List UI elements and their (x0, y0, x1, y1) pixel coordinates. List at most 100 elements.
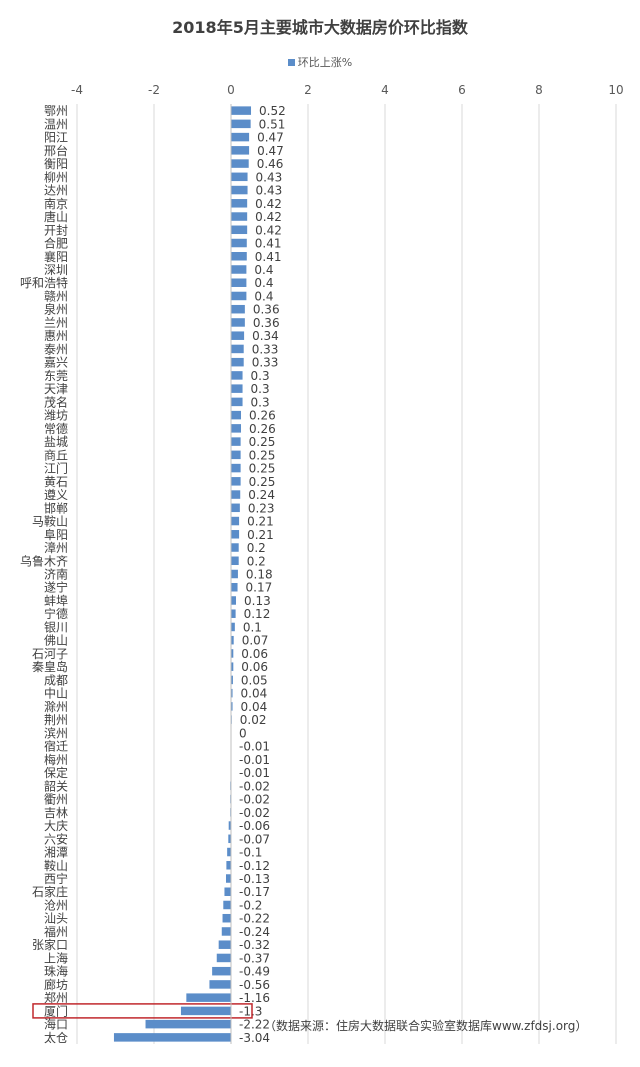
data-label: 0.17 (246, 581, 273, 595)
data-label: 0.21 (247, 528, 274, 542)
bar (231, 265, 247, 274)
category-label: 嘉兴 (44, 356, 68, 370)
category-label: 盐城 (44, 435, 68, 449)
bar (231, 543, 239, 552)
data-label: 0.2 (247, 541, 266, 555)
category-label: 太仓 (44, 1030, 68, 1045)
data-label: -0.13 (239, 872, 270, 886)
category-label: 吉林 (44, 806, 68, 820)
category-label: 黄石 (44, 475, 68, 489)
category-label: 阜阳 (44, 528, 68, 542)
category-label: 梅州 (44, 752, 68, 767)
bar (231, 530, 240, 539)
bar (231, 172, 248, 182)
category-label: 潍坊 (44, 408, 68, 423)
data-label: -0.2 (239, 898, 262, 912)
category-label: 衢州 (44, 793, 68, 807)
category-label: 邢台 (44, 143, 68, 158)
bar (231, 146, 250, 155)
data-label: 0.41 (255, 237, 282, 251)
bar (231, 212, 248, 221)
bar (228, 821, 231, 830)
x-tick-label: -4 (71, 83, 83, 97)
data-label: 0.43 (256, 170, 283, 184)
bar (231, 252, 247, 261)
category-label: 商丘 (44, 447, 68, 462)
x-tick-label: 0 (227, 83, 235, 97)
data-label: -0.17 (239, 885, 270, 899)
data-label: -0.22 (239, 912, 270, 926)
bar (231, 635, 234, 645)
category-label: 蚌埠 (44, 594, 68, 608)
category-label: 达州 (44, 184, 68, 198)
bar (231, 702, 233, 711)
data-label: 0.47 (257, 131, 284, 145)
bar (231, 688, 233, 698)
legend-swatch (287, 59, 295, 66)
data-label: -0.01 (239, 766, 270, 780)
category-label: 福州 (44, 924, 68, 939)
data-label: -3.04 (239, 1031, 270, 1045)
category-label: 常德 (44, 421, 68, 436)
bar (231, 185, 248, 195)
x-tick-label: 4 (381, 83, 389, 97)
bar (218, 940, 231, 949)
category-label: 廊坊 (44, 977, 68, 992)
bar (231, 291, 247, 301)
category-label: 东莞 (44, 369, 68, 383)
data-label: 0.33 (252, 356, 279, 370)
category-label: 泉州 (44, 303, 68, 317)
bar (224, 887, 231, 896)
bar (222, 913, 231, 923)
data-label: 0.3 (251, 369, 270, 383)
category-label: 汕头 (44, 912, 68, 926)
data-label: 0.07 (242, 634, 269, 648)
data-label: 0.21 (247, 515, 274, 529)
category-label: 宁德 (44, 606, 68, 621)
data-label: 0.23 (248, 501, 275, 515)
data-label: 0.41 (255, 250, 282, 264)
data-label: 0.34 (252, 329, 279, 343)
data-label: 0.2 (247, 554, 266, 568)
data-label: 0.06 (241, 647, 268, 661)
bar (209, 980, 231, 989)
bar (231, 477, 241, 486)
bar (231, 119, 251, 129)
data-label: -2.22 (239, 1018, 270, 1032)
bar (186, 993, 231, 1002)
data-label: -0.02 (239, 806, 270, 820)
category-label: 银川 (44, 620, 68, 634)
bar (231, 556, 239, 566)
data-label: 0.4 (254, 276, 273, 290)
bar (231, 371, 243, 380)
bar (231, 318, 245, 327)
category-label: 沧州 (44, 897, 68, 912)
bar (231, 225, 248, 235)
category-label: 南京 (44, 196, 68, 211)
category-label: 温州 (44, 117, 68, 131)
bar (231, 450, 241, 460)
bar (180, 1006, 231, 1016)
data-label: -0.12 (239, 859, 270, 873)
legend-label: 环比上涨% (297, 56, 353, 69)
category-label: 秦皇岛 (32, 659, 68, 674)
source-note: （数据来源：住房大数据联合实验室数据库www.zfdsj.org） (264, 1019, 588, 1033)
data-label: 0.43 (256, 184, 283, 198)
category-label: 海口 (44, 1017, 68, 1032)
bar (231, 278, 247, 287)
data-label: 0.26 (249, 409, 276, 423)
bar (231, 410, 242, 420)
bar (223, 900, 231, 910)
bar (231, 582, 238, 592)
bar (231, 132, 250, 142)
data-label: -0.01 (239, 753, 270, 767)
category-label: 兰州 (44, 316, 68, 330)
data-label: 0.4 (254, 263, 273, 277)
data-label: 0.33 (252, 342, 279, 356)
data-label: 0.24 (248, 488, 275, 502)
bar (231, 344, 244, 354)
bar (227, 847, 231, 857)
bar (231, 384, 243, 393)
category-label: 中山 (44, 686, 68, 701)
